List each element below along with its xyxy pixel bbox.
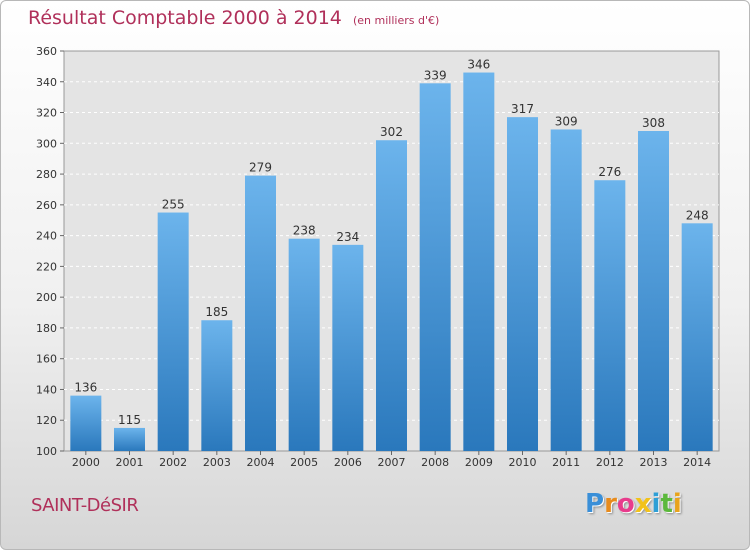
logo-letter: t <box>660 489 673 519</box>
logo-letter: i <box>651 489 661 519</box>
bar-value-label: 115 <box>118 413 141 427</box>
bar-value-label: 309 <box>555 114 578 128</box>
bar <box>681 223 713 451</box>
logo-letter: r <box>604 489 617 519</box>
y-tick-label: 160 <box>36 353 57 366</box>
chart-title-block: Résultat Comptable 2000 à 2014 (en milli… <box>28 7 439 29</box>
bar-value-label: 255 <box>162 198 185 212</box>
bar <box>550 129 582 451</box>
x-tick-label: 2003 <box>203 456 231 469</box>
bar-value-label: 234 <box>336 230 359 244</box>
proxiti-logo: Proxiti <box>585 489 682 519</box>
x-tick-label: 2000 <box>72 456 100 469</box>
y-tick-label: 260 <box>36 199 57 212</box>
bar <box>288 238 320 451</box>
x-tick-label: 2002 <box>159 456 187 469</box>
x-tick-label: 2013 <box>640 456 668 469</box>
y-tick-label: 220 <box>36 260 57 273</box>
chart-title: Résultat Comptable 2000 à 2014 <box>28 7 342 29</box>
bar-value-label: 136 <box>74 381 97 395</box>
y-tick-label: 360 <box>36 45 57 58</box>
y-tick-label: 240 <box>36 230 57 243</box>
x-tick-label: 2004 <box>247 456 275 469</box>
x-tick-label: 2014 <box>683 456 711 469</box>
logo-letter: P <box>585 489 605 519</box>
bar <box>594 180 626 451</box>
bar <box>463 72 495 452</box>
bar <box>114 427 145 451</box>
y-tick-label: 200 <box>36 291 57 304</box>
bar-value-label: 346 <box>467 58 490 72</box>
bar-value-label: 185 <box>205 305 228 319</box>
bar <box>507 117 538 452</box>
bar <box>419 83 451 452</box>
bar <box>245 175 276 451</box>
bar-value-label: 279 <box>249 161 272 175</box>
chart-subtitle: (en milliers d'€) <box>352 14 440 27</box>
bar <box>376 140 407 451</box>
y-tick-label: 120 <box>36 414 57 427</box>
x-tick-label: 2011 <box>552 456 580 469</box>
x-tick-label: 2007 <box>378 456 406 469</box>
x-tick-label: 2009 <box>465 456 493 469</box>
x-tick-label: 2012 <box>596 456 624 469</box>
bar-value-label: 302 <box>380 125 403 139</box>
bar <box>332 244 364 451</box>
y-tick-label: 180 <box>36 322 57 335</box>
x-tick-label: 2005 <box>290 456 318 469</box>
y-tick-label: 320 <box>36 107 57 120</box>
y-tick-label: 140 <box>36 383 57 396</box>
bar-value-label: 248 <box>686 208 709 222</box>
bar <box>70 395 102 451</box>
x-tick-label: 2001 <box>116 456 144 469</box>
bar <box>157 212 189 451</box>
logo-letter: o <box>616 489 635 519</box>
bar-value-label: 238 <box>293 224 316 238</box>
bar <box>201 320 233 451</box>
bar-value-label: 308 <box>642 116 665 130</box>
bar-value-label: 339 <box>424 68 447 82</box>
bar-value-label: 317 <box>511 102 534 116</box>
x-tick-label: 2006 <box>334 456 362 469</box>
y-tick-label: 340 <box>36 76 57 89</box>
x-tick-label: 2010 <box>509 456 537 469</box>
x-tick-label: 2008 <box>421 456 449 469</box>
y-tick-label: 300 <box>36 137 57 150</box>
y-tick-label: 100 <box>36 445 57 458</box>
place-name: SAINT-DéSIR <box>31 495 139 516</box>
y-tick-label: 280 <box>36 168 57 181</box>
bar-value-label: 276 <box>598 165 621 179</box>
bar <box>638 131 669 451</box>
logo-letter: i <box>672 489 682 519</box>
logo-letter: x <box>634 489 652 519</box>
